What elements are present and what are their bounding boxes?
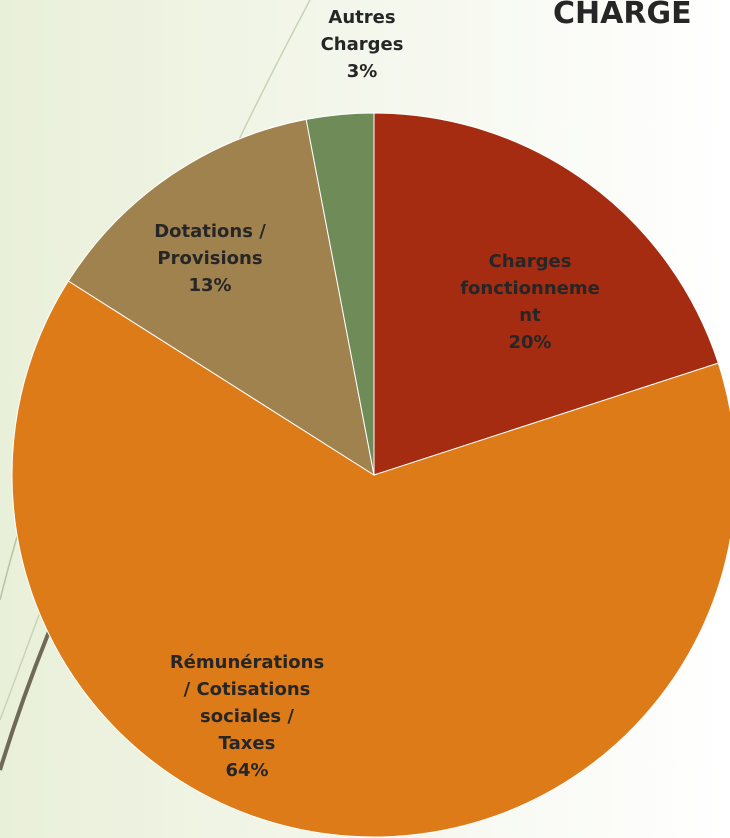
- pie-slice: [305, 112, 375, 476]
- pie-slice: [373, 112, 719, 476]
- category-label: Rémunérations / Cotisations sociales / T…: [169, 652, 325, 754]
- slice-label: Autres Charges 3%: [321, 4, 404, 85]
- chart-title: CHARGE: [553, 0, 692, 31]
- value-label: 3%: [346, 61, 378, 82]
- value-label: 64%: [225, 760, 269, 781]
- slice-label: Dotations / Provisions 13%: [154, 218, 266, 299]
- value-label: 20%: [508, 332, 552, 353]
- pie-slice: [67, 118, 375, 477]
- category-label: Charges fonctionneme nt: [460, 251, 600, 326]
- category-label: Dotations / Provisions: [154, 221, 266, 269]
- slice-label: Charges fonctionneme nt 20%: [460, 248, 600, 356]
- value-label: 13%: [188, 275, 232, 296]
- pie-slice: [11, 280, 730, 838]
- slice-label: Rémunérations / Cotisations sociales / T…: [170, 649, 324, 784]
- category-label: Autres Charges: [320, 7, 404, 55]
